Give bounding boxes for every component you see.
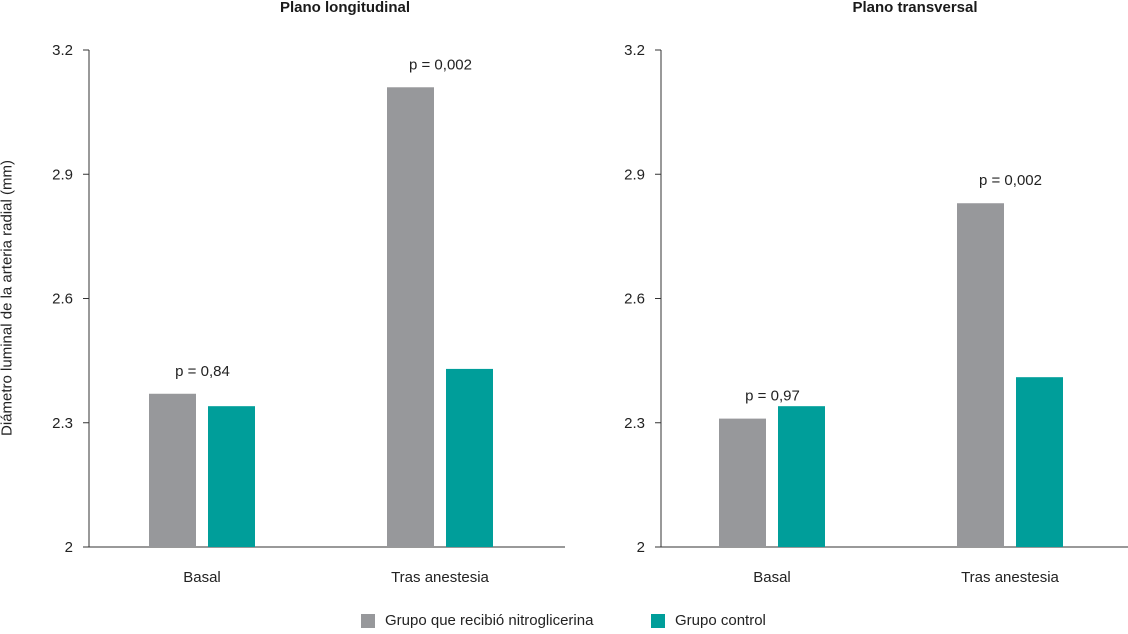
y-tick-label-longitudinal-1: 2.3: [52, 415, 73, 432]
y-tick-label-longitudinal-2: 2.6: [52, 291, 73, 308]
y-tick-label-longitudinal-0: 2: [65, 539, 73, 556]
y-tick-label-longitudinal-4: 3.2: [52, 42, 73, 59]
y-tick-label-longitudinal-3: 2.9: [52, 166, 73, 183]
legend-item-nitroglicerina: Grupo que recibió nitroglicerina: [361, 612, 593, 629]
legend-item-control: Grupo control: [651, 612, 766, 629]
y-tick-label-transversal-3: 2.9: [624, 166, 645, 183]
legend-label-nitroglicerina: Grupo que recibió nitroglicerina: [385, 612, 594, 629]
x-category-label-longitudinal-1: Tras anestesia: [391, 569, 489, 586]
y-tick-label-transversal-4: 3.2: [624, 42, 645, 59]
y-tick-label-transversal-1: 2.3: [624, 415, 645, 432]
p-value-annotation-longitudinal-1: p = 0,002: [409, 56, 472, 73]
bar-transversal-control-1: [1016, 377, 1063, 547]
legend-label-control: Grupo control: [675, 612, 766, 629]
x-category-label-transversal-0: Basal: [753, 569, 791, 586]
p-value-annotation-transversal-1: p = 0,002: [979, 172, 1042, 189]
y-tick-label-transversal-2: 2.6: [624, 291, 645, 308]
p-value-annotation-longitudinal-0: p = 0,84: [175, 363, 230, 380]
bar-longitudinal-control-1: [446, 368, 493, 547]
legend-swatch-control: [651, 613, 665, 628]
bar-longitudinal-nitroglicerina-0: [149, 393, 196, 547]
x-category-label-transversal-1: Tras anestesia: [961, 569, 1059, 586]
legend: Grupo que recibió nitroglicerina Grupo c…: [0, 612, 1128, 634]
legend-swatch-nitroglicerina: [361, 613, 375, 628]
bar-longitudinal-nitroglicerina-1: [387, 87, 434, 548]
y-tick-label-transversal-0: 2: [637, 539, 645, 556]
y-axis-title: Diámetro luminal de la arteria radial (m…: [0, 160, 16, 436]
bar-transversal-control-0: [778, 406, 825, 547]
x-category-label-longitudinal-0: Basal: [183, 569, 221, 586]
p-value-annotation-transversal-0: p = 0,97: [745, 388, 800, 405]
bar-longitudinal-control-0: [208, 406, 255, 547]
chart-title-longitudinal: Plano longitudinal: [280, 0, 410, 16]
chart-title-transversal: Plano transversal: [852, 0, 977, 16]
bar-transversal-nitroglicerina-0: [719, 418, 766, 547]
bar-transversal-nitroglicerina-1: [957, 203, 1004, 547]
